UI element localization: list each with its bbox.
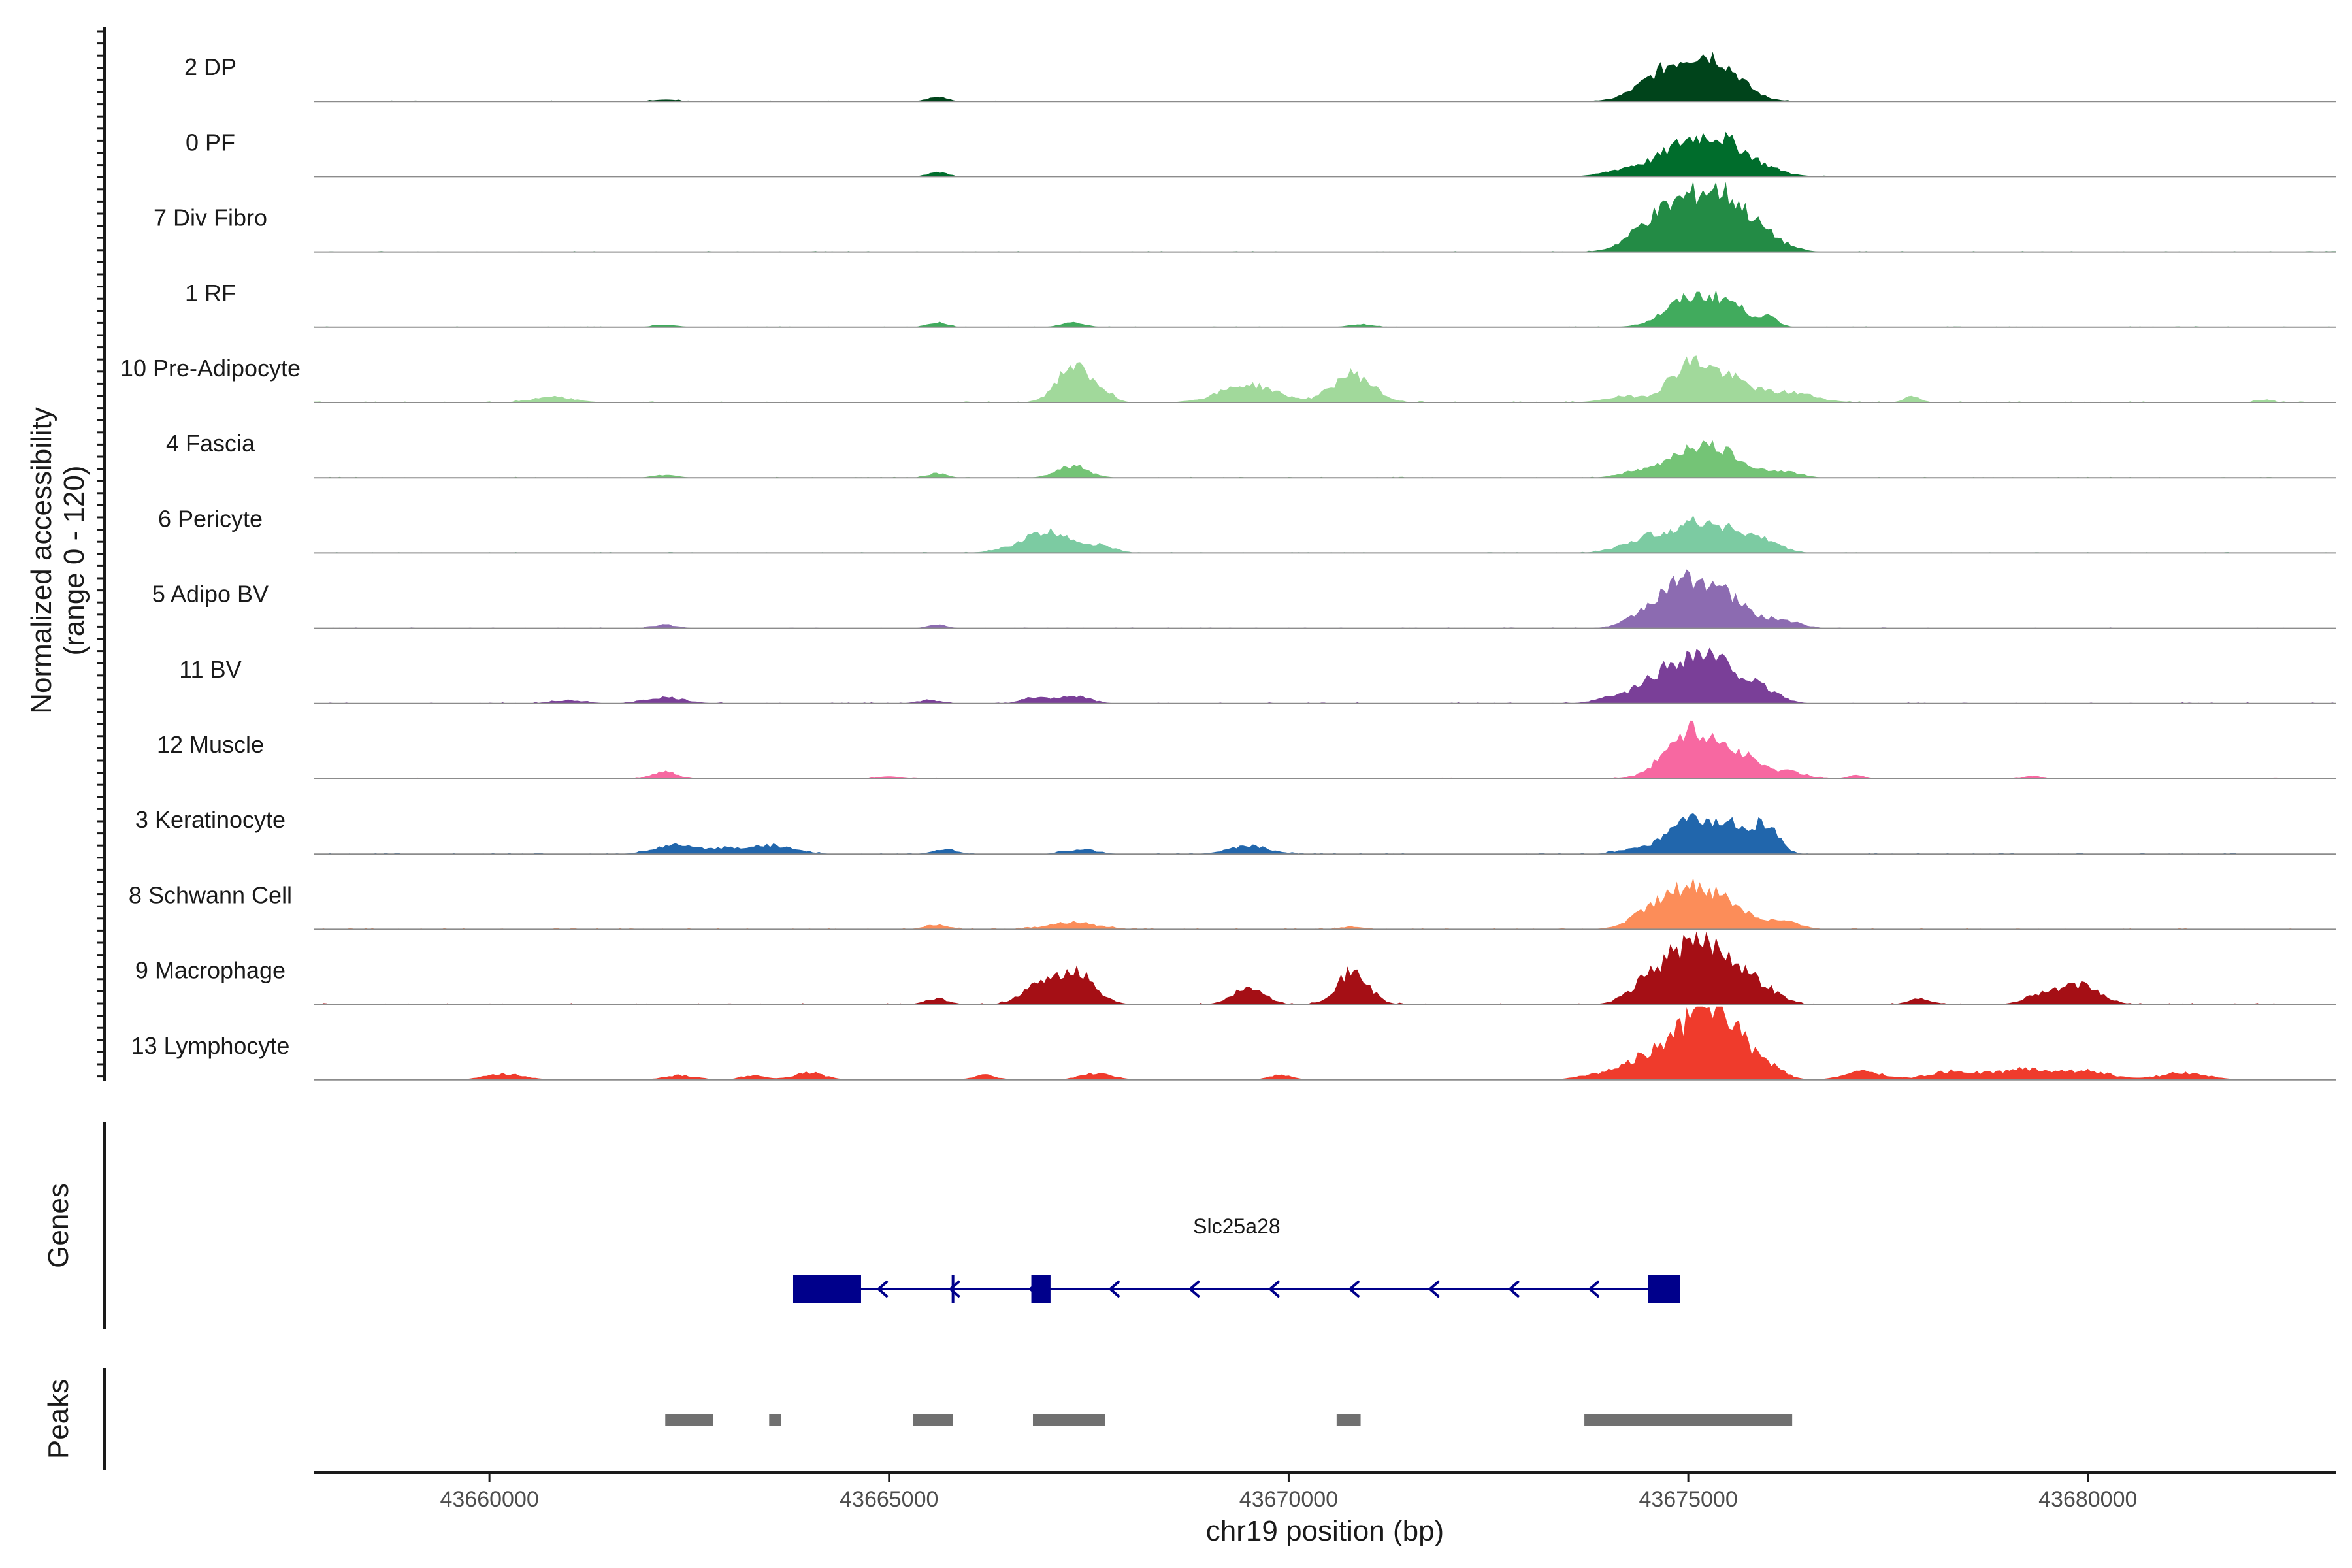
exon xyxy=(1031,1275,1051,1303)
coverage-area xyxy=(314,569,2336,629)
track-11-bv: 11 BV xyxy=(179,647,2336,704)
track-label: 1 RF xyxy=(185,280,236,306)
track-9-macrophage: 9 Macrophage xyxy=(135,931,2336,1005)
track-label: 2 DP xyxy=(184,54,237,80)
track-5-adipo-bv: 5 Adipo BV xyxy=(152,569,2336,629)
track-3-keratinocyte: 3 Keratinocyte xyxy=(135,806,2336,855)
coverage-area xyxy=(314,813,2336,855)
y-axis-subtitle: (range 0 - 120) xyxy=(58,465,90,655)
track-label: 5 Adipo BV xyxy=(152,581,269,608)
track-label: 7 Div Fibro xyxy=(154,204,267,231)
gene-model: Slc25a28 xyxy=(792,1215,1680,1303)
strand-arrow xyxy=(1348,1280,1360,1298)
exon xyxy=(792,1275,861,1303)
coverage-tracks: 2 DP 0 PF 7 Div Fibro 1 RF 10 Pre-Adipocyte 4… xyxy=(120,52,2336,1081)
strand-arrow xyxy=(948,1280,960,1298)
track-13-lymphocyte: 13 Lymphocyte xyxy=(131,1006,2336,1081)
track-1-rf: 1 RF xyxy=(185,280,2336,328)
x-axis-title: chr19 position (bp) xyxy=(1206,1515,1444,1547)
coverage-area xyxy=(314,131,2336,177)
peak-region xyxy=(1032,1414,1105,1426)
peak-regions xyxy=(665,1414,1793,1426)
coverage-area xyxy=(314,289,2336,327)
coverage-area xyxy=(314,647,2336,704)
track-label: 3 Keratinocyte xyxy=(135,806,286,833)
y-axis xyxy=(97,27,106,1081)
x-tick-label: 43675000 xyxy=(1639,1487,1737,1512)
track-label: 8 Schwann Cell xyxy=(129,881,292,908)
peak-region xyxy=(665,1414,713,1426)
x-tick-label: 43665000 xyxy=(840,1487,938,1512)
coverage-area xyxy=(314,1006,2336,1080)
peak-region xyxy=(769,1414,781,1426)
coverage-area xyxy=(314,720,2336,779)
track-6-pericyte: 6 Pericyte xyxy=(158,505,2336,554)
track-label: 6 Pericyte xyxy=(158,505,263,532)
peaks-panel-title: Peaks xyxy=(42,1379,74,1459)
track-label: 10 Pre-Adipocyte xyxy=(120,355,301,382)
coverage-area xyxy=(314,355,2336,402)
strand-arrow xyxy=(876,1280,889,1298)
coverage-area xyxy=(314,52,2336,102)
peak-region xyxy=(1584,1414,1793,1426)
strand-arrow xyxy=(1188,1280,1200,1298)
track-10-pre-adipocyte: 10 Pre-Adipocyte xyxy=(120,355,2336,403)
track-2-dp: 2 DP xyxy=(184,52,2336,103)
y-axis-title: Normalized accessibility xyxy=(25,407,57,713)
track-label: 4 Fascia xyxy=(166,430,255,457)
x-tick-label: 43680000 xyxy=(2038,1487,2137,1512)
exon xyxy=(1648,1275,1680,1303)
coverage-area xyxy=(314,877,2336,930)
x-tick-label: 43670000 xyxy=(1239,1487,1338,1512)
x-tick-label: 43660000 xyxy=(440,1487,538,1512)
peak-region xyxy=(913,1414,953,1426)
gene-name: Slc25a28 xyxy=(1193,1215,1280,1238)
track-label: 12 Muscle xyxy=(157,731,264,758)
track-label: 11 BV xyxy=(179,656,241,683)
x-axis: 43660000 43665000 43670000 43675000 43680000 xyxy=(314,1471,2336,1512)
track-4-fascia: 4 Fascia xyxy=(166,430,2336,479)
track-label: 0 PF xyxy=(186,129,235,155)
peaks-panel: Peaks xyxy=(42,1368,1793,1470)
track-7-div-fibro: 7 Div Fibro xyxy=(154,180,2336,253)
strand-arrow xyxy=(1108,1280,1120,1298)
track-label: 13 Lymphocyte xyxy=(131,1032,290,1059)
track-label: 9 Macrophage xyxy=(135,957,286,984)
strand-arrow xyxy=(1267,1280,1281,1298)
peak-region xyxy=(1336,1414,1361,1426)
coverage-area xyxy=(314,515,2336,553)
track-12-muscle: 12 Muscle xyxy=(157,720,2336,779)
genes-panel-title: Genes xyxy=(42,1183,74,1268)
track-0-pf: 0 PF xyxy=(186,129,2336,178)
coverage-area xyxy=(314,180,2336,252)
genes-panel: Genes Slc25a28 xyxy=(42,1122,1680,1329)
coverage-area xyxy=(314,931,2336,1005)
coverage-area xyxy=(314,440,2336,478)
strand-arrow xyxy=(1428,1280,1440,1298)
strand-arrow xyxy=(1588,1280,1600,1298)
strand-arrow xyxy=(1507,1280,1520,1298)
track-8-schwann-cell: 8 Schwann Cell xyxy=(129,877,2336,930)
